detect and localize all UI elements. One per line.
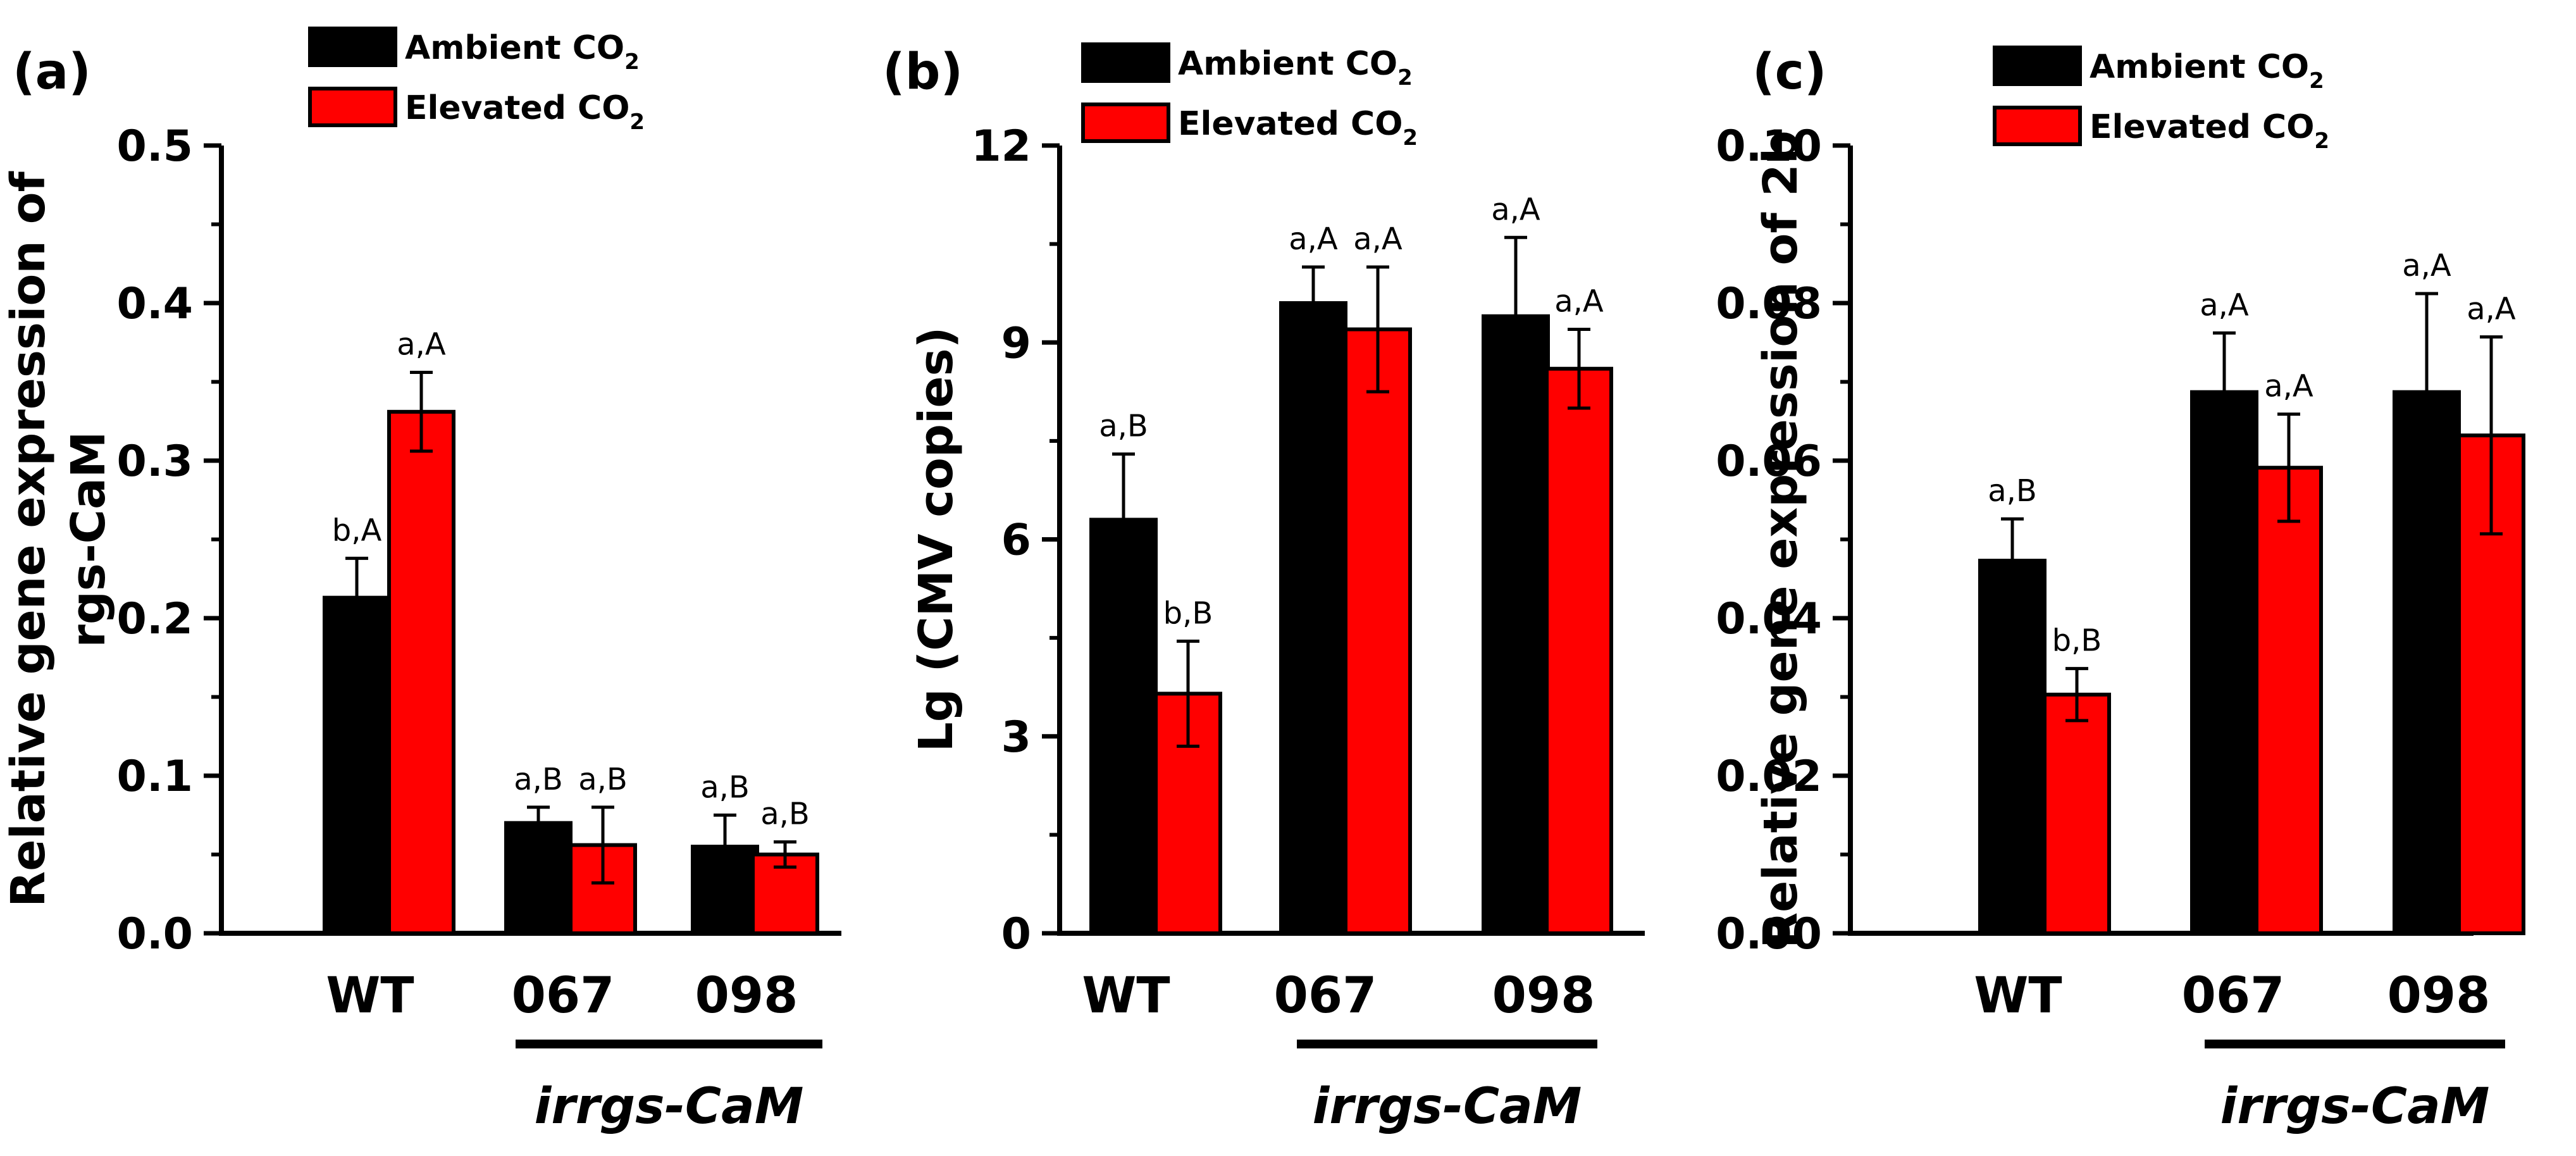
y-tick-label: 12 (971, 121, 1031, 171)
panel-label: (c) (1752, 44, 1827, 101)
legend-swatch-elevated (308, 87, 397, 127)
legend-swatch-ambient (308, 27, 397, 67)
y-tick-label: 0.04 (1716, 594, 1822, 644)
category-label: 098 (1492, 967, 1595, 1024)
legend-label: Ambient CO2 (405, 29, 640, 75)
legend-label-subscript: 2 (624, 49, 640, 75)
y-axis-title-line: rgs-CaM (61, 431, 116, 647)
legend-label-main: Elevated CO (2090, 108, 2314, 146)
bar-ambient-wt (323, 595, 391, 935)
significance-label: a,A (397, 327, 446, 363)
legend-label: Elevated CO2 (2090, 108, 2329, 154)
y-tick-label: 0.4 (117, 279, 193, 329)
y-tick-label: 9 (1001, 318, 1031, 368)
y-axis-title-line: Relative gene expression of 2b (1754, 130, 1808, 948)
panel-label: (b) (882, 44, 963, 101)
bar-elevated-067 (2255, 466, 2323, 935)
legend-label-subscript: 2 (1403, 125, 1418, 151)
legend-label: Elevated CO2 (1178, 105, 1418, 151)
category-label: 098 (695, 967, 798, 1024)
category-label: WT (1974, 967, 2062, 1024)
legend-label-subscript: 2 (2309, 68, 2324, 94)
bar-ambient-067 (2190, 390, 2258, 935)
significance-label: b,B (2052, 623, 2102, 659)
y-tick-label: 6 (1001, 516, 1031, 566)
significance-label: a,A (2467, 292, 2516, 327)
y-axis-title: Relative gene expression of 2b (1754, 130, 1808, 948)
bar-ambient-098 (2393, 390, 2461, 935)
bar-elevated-wt (387, 409, 455, 935)
legend-swatch-elevated (1993, 106, 2082, 146)
y-axis-title-line: Relative gene expression of (1, 171, 56, 907)
y-tick-label: 3 (1001, 712, 1031, 762)
y-tick-label: 0.0 (117, 909, 193, 959)
group-label: irrgs-CaM (535, 1078, 804, 1135)
significance-label: a,B (700, 769, 750, 805)
y-tick-label: 0.2 (117, 594, 193, 644)
chart-panel-b: (b) 0 3 6 9 12 Lg (CMV copies) a,B a,A a,A b,B a,A a… (882, 42, 1645, 1135)
y-axis-title: Lg (CMV copies) (909, 327, 963, 752)
significance-label: a,A (1554, 284, 1604, 320)
significance-label: a,A (2402, 248, 2451, 283)
panel-label: (a) (13, 44, 91, 101)
legend-label: Ambient CO2 (1178, 45, 1413, 90)
significance-label: a,B (1099, 409, 1148, 444)
significance-label: a,B (760, 797, 810, 832)
significance-label: b,B (1163, 595, 1213, 631)
category-label: WT (326, 967, 414, 1024)
legend-label: Elevated CO2 (405, 89, 645, 135)
category-label: WT (1082, 967, 1170, 1024)
legend-label-subscript: 2 (629, 109, 645, 135)
category-label: 067 (1274, 967, 1377, 1024)
y-tick-label: 0.00 (1716, 909, 1822, 959)
significance-label: a,A (2264, 369, 2313, 404)
bar-elevated-098 (1545, 366, 1613, 935)
y-tick-label: 0.5 (117, 121, 193, 171)
legend-label-main: Ambient CO (1178, 45, 1397, 83)
y-axis-title: Relative gene expression of rgs-CaM (1, 171, 116, 907)
bar-ambient-067 (504, 821, 573, 935)
y-tick-label: 0.08 (1716, 279, 1822, 329)
category-label: 067 (2182, 967, 2285, 1024)
legend-swatch-ambient (1081, 42, 1170, 83)
group-label: irrgs-CaM (2220, 1078, 2490, 1135)
significance-label: b,A (332, 513, 382, 548)
significance-label: a,B (514, 762, 563, 797)
significance-label: a,A (2200, 287, 2249, 323)
y-tick-label: 0.02 (1716, 752, 1822, 802)
legend-swatch-elevated (1081, 103, 1170, 143)
bar-ambient-067 (1279, 301, 1347, 935)
significance-label: a,A (1289, 221, 1338, 257)
legend-label-subscript: 2 (1397, 65, 1413, 90)
legend-swatch-ambient (1993, 46, 2082, 86)
bar-ambient-098 (1482, 314, 1550, 935)
y-tick-label: 0.3 (117, 437, 193, 487)
legend-label-main: Ambient CO (2090, 48, 2309, 86)
significance-label: a,B (578, 762, 628, 797)
significance-label: a,A (1491, 192, 1540, 227)
category-label: 098 (2387, 967, 2491, 1024)
group-label: irrgs-CaM (1313, 1078, 1582, 1135)
bar-elevated-067 (1344, 327, 1412, 935)
y-tick-label: 0 (1001, 909, 1031, 959)
category-label: 067 (512, 967, 615, 1024)
legend-label-main: Ambient CO (405, 29, 624, 67)
legend-label-subscript: 2 (2314, 128, 2329, 154)
y-tick-label: 0.06 (1716, 437, 1822, 487)
y-tick-label: 0.1 (117, 752, 193, 802)
legend-label-main: Elevated CO (1178, 105, 1403, 143)
y-axis-title-line: Lg (CMV copies) (909, 327, 963, 752)
bar-ambient-wt (1978, 559, 2047, 935)
legend-label-main: Elevated CO (405, 89, 629, 127)
y-tick-label: 0.10 (1716, 121, 1822, 171)
significance-label: a,A (1353, 221, 1403, 257)
legend-label: Ambient CO2 (2090, 48, 2324, 94)
significance-label: a,B (1988, 473, 2037, 509)
bar-elevated-wt (2043, 692, 2111, 935)
